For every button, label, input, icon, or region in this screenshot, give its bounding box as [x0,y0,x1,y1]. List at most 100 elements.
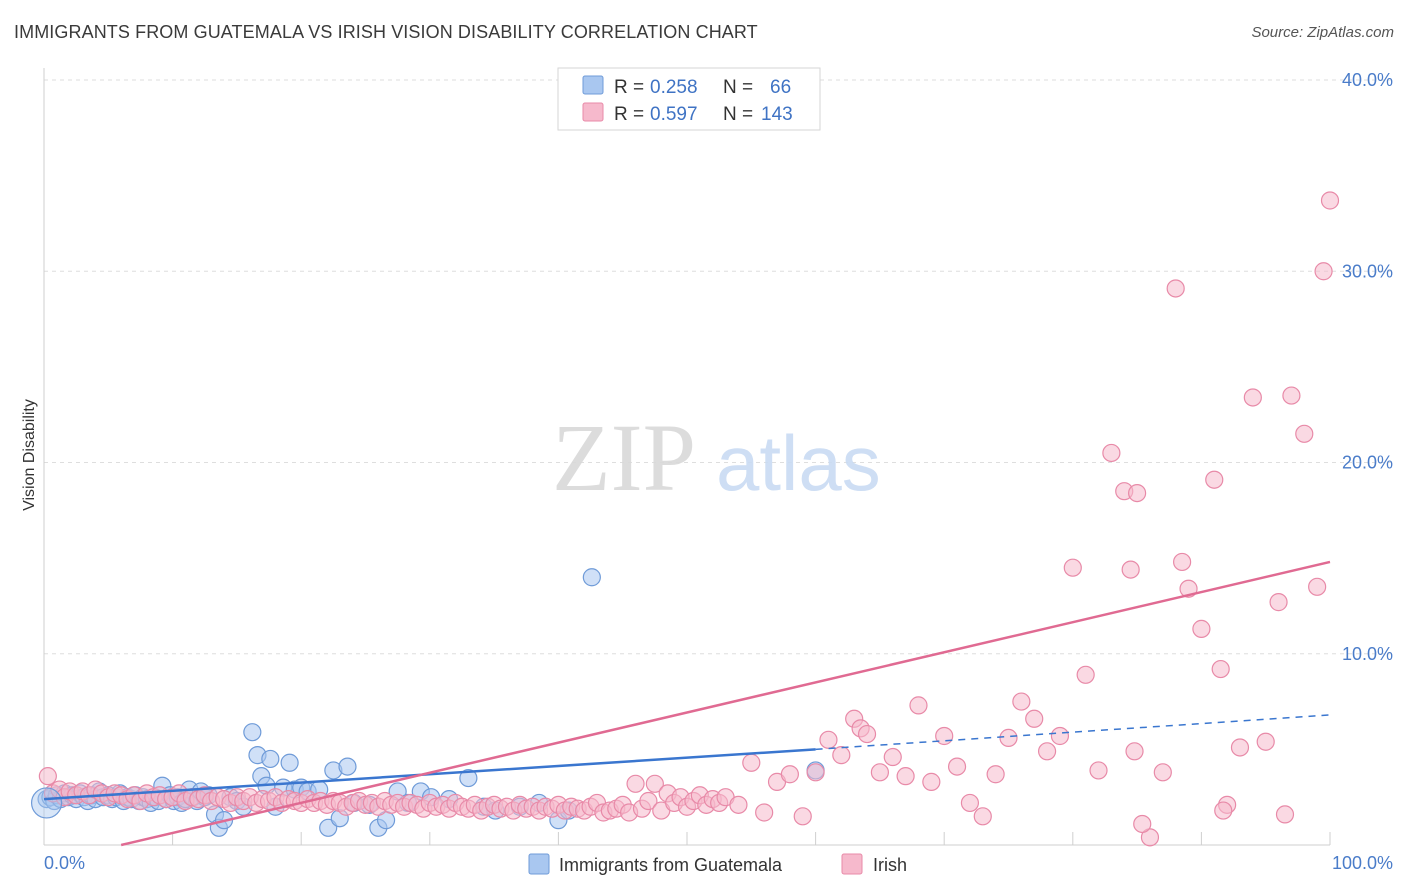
data-point [1243,388,1262,407]
data-point [1173,552,1192,572]
legend-n-label-2: N = [723,104,753,125]
data-point [1153,763,1172,782]
legend-r-value-1: 0.258 [650,77,698,98]
data-point [1025,709,1044,728]
data-point [742,753,761,772]
data-point [883,747,902,767]
data-point [857,724,877,744]
data-point [947,757,967,776]
data-point [1230,738,1250,757]
data-point [935,726,954,746]
legend-n-label-1: N = [723,77,753,98]
data-point [1256,732,1275,751]
data-points [30,191,1340,847]
data-point [30,787,63,819]
x-tick-labels: 0.0% 100.0% [44,853,1393,873]
legend-r-label-1: R = [614,77,644,98]
bottom-legend-swatch-irish [841,853,863,875]
data-point [626,774,645,793]
legend-n-value-1: 66 [770,77,791,98]
data-point [1133,814,1152,834]
data-point [1192,619,1211,638]
trend-line-guatemala [43,748,816,801]
data-point [909,696,928,715]
data-point [780,765,799,784]
legend-r-value-2: 0.597 [650,104,698,125]
data-point [999,728,1018,748]
data-point [280,753,299,772]
data-point [960,793,980,813]
watermark-zip: ZIP [552,404,696,511]
data-point [1282,386,1301,405]
data-point [1127,484,1147,503]
data-point [806,763,825,782]
data-point [645,774,664,793]
data-point [1063,558,1082,577]
y-axis-label: Vision Disability [21,399,38,511]
data-point [1012,692,1031,711]
chart-title: IMMIGRANTS FROM GUATEMALA VS IRISH VISIO… [14,22,758,42]
legend-swatch-guatemala [582,75,604,95]
source-label: Source: ZipAtlas.com [1251,24,1394,41]
y-tick-label: 30.0% [1342,261,1393,281]
data-point [832,746,851,765]
data-point [973,807,992,826]
data-point [870,763,890,782]
grid-lines [44,79,1392,845]
legend-r-label-2: R = [614,104,644,125]
data-point [459,768,478,788]
data-point [1125,742,1144,761]
data-point [755,803,774,822]
data-point [261,749,280,769]
axes [43,68,1330,846]
bottom-legend-label-irish: Irish [873,855,907,875]
series-irish [38,191,1340,847]
x-tick-label: 0.0% [44,853,85,873]
data-point [922,772,941,791]
data-point [243,723,262,742]
y-tick-label: 20.0% [1342,453,1393,473]
data-point [729,795,748,814]
data-point [793,807,812,826]
data-point [1050,726,1070,746]
data-point [1214,801,1233,820]
data-point [1275,805,1295,824]
data-point [1089,761,1108,780]
data-point [1140,828,1160,847]
y-tick-labels: 10.0% 20.0% 30.0% 40.0% [1342,70,1393,664]
trend-line-irish [120,560,1331,847]
data-point [1076,665,1095,684]
data-point [1102,443,1121,463]
data-point [639,791,658,811]
y-tick-label: 40.0% [1342,70,1393,90]
legend-box: R = 0.258 N = 66 R = 0.597 N = 143 [557,67,821,131]
data-point [1320,191,1340,210]
data-point [1308,577,1327,596]
bottom-legend-label-guatemala: Immigrants from Guatemala [559,855,783,875]
bottom-legend-swatch-guatemala [528,853,550,875]
legend-swatch-irish [582,102,604,122]
data-point [1037,742,1057,761]
trend-lines [43,560,1331,847]
data-point [1205,470,1224,489]
data-point [1166,279,1185,298]
x-tick-label: 100.0% [1332,853,1393,873]
data-point [338,757,357,776]
data-point [1314,262,1333,281]
watermark-atlas: atlas [716,419,881,507]
data-point [1295,424,1314,443]
data-point [1121,560,1140,579]
data-point [986,765,1005,784]
data-point [819,730,838,749]
y-tick-label: 10.0% [1342,644,1393,664]
data-point [38,767,57,786]
data-point [582,568,601,587]
data-point [1269,593,1288,612]
trend-line-guatemala-extension [815,714,1331,751]
data-point [1211,659,1230,679]
legend-n-value-2: 143 [761,104,793,125]
watermark: ZIP atlas [552,404,881,511]
data-point [896,767,915,786]
bottom-legend: Immigrants from Guatemala Irish [528,853,907,875]
